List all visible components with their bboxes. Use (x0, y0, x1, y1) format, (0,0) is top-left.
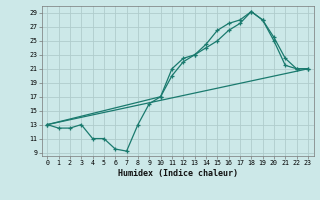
X-axis label: Humidex (Indice chaleur): Humidex (Indice chaleur) (118, 169, 237, 178)
